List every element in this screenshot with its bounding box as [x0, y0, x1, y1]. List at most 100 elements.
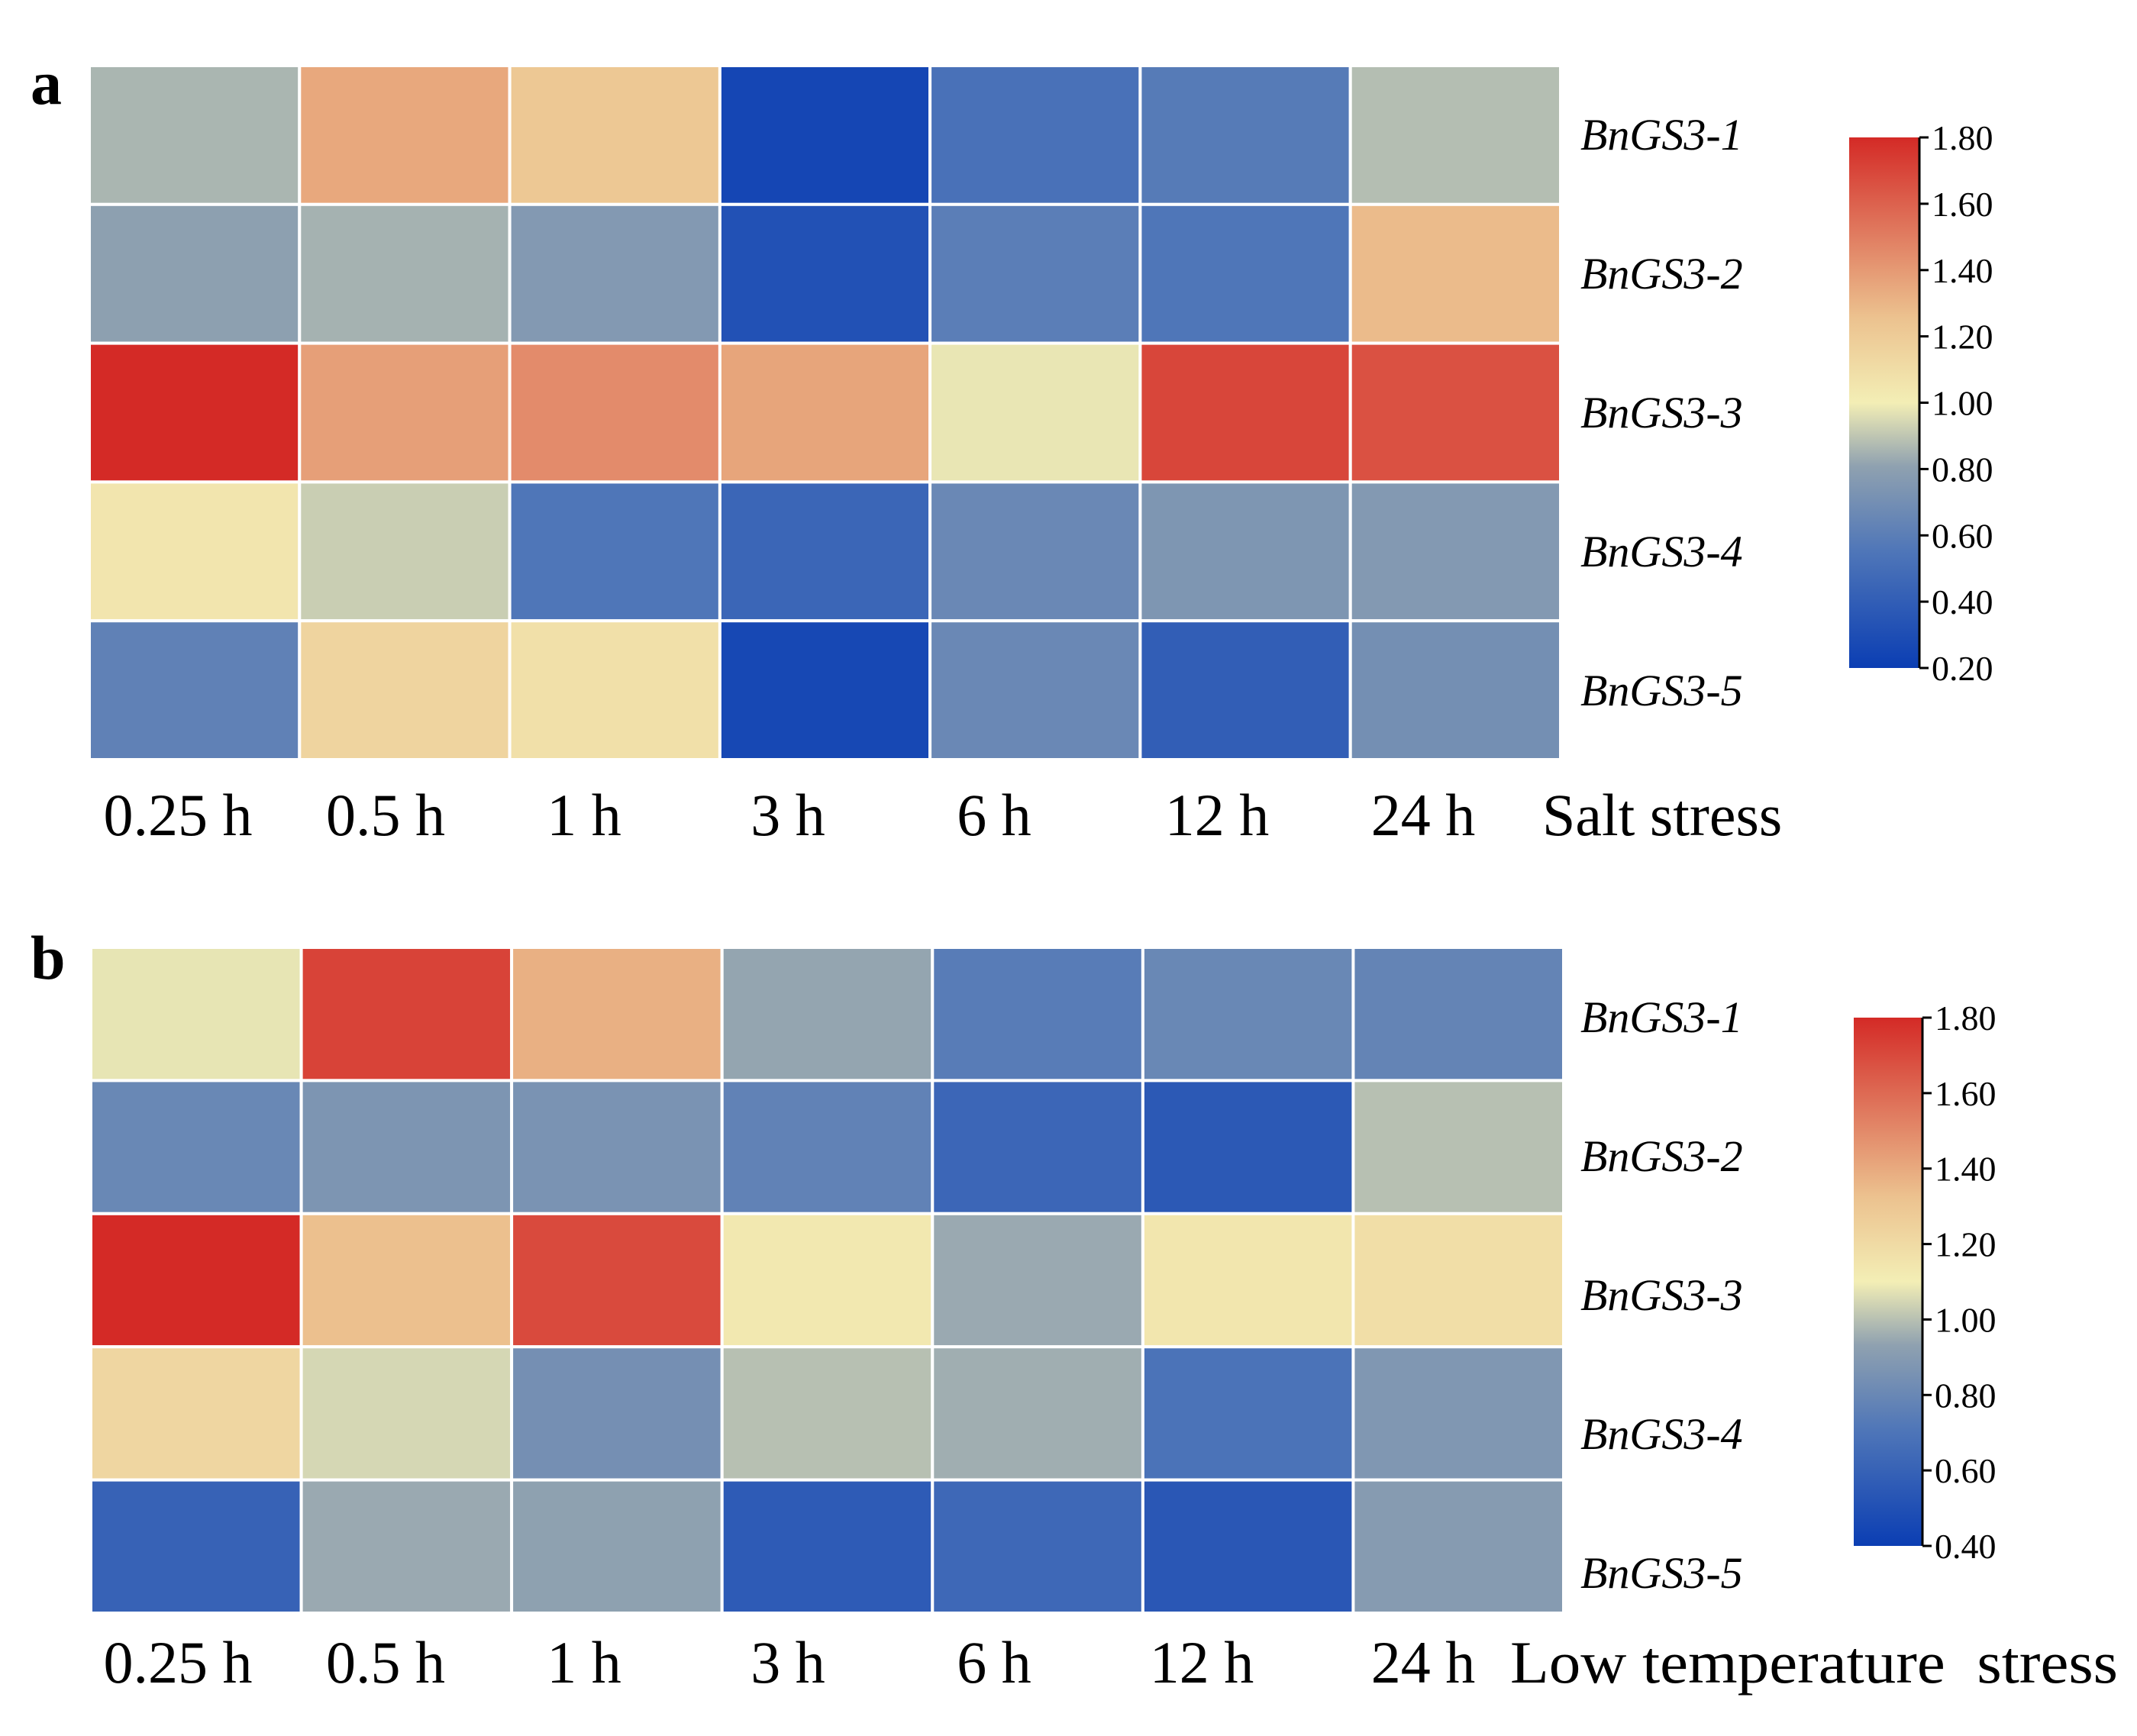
heatmap-cell [510, 1079, 724, 1215]
row-label: BnGS3-5 [1580, 1548, 1743, 1598]
heatmap-cell [720, 1345, 935, 1482]
column-label: 1 h [547, 782, 621, 848]
heatmap-cell [718, 341, 932, 484]
heatmap-cell [89, 1079, 303, 1215]
heatmap-cell [510, 946, 724, 1083]
x-axis-title-salt: Salt stress [1542, 782, 1782, 848]
colorbar-tick-label: 1.80 [1935, 999, 1997, 1037]
heatmap-cell [298, 480, 512, 623]
heatmap-cell [931, 1079, 1144, 1215]
colorbar-tick-label: 1.00 [1935, 1300, 1997, 1339]
heatmap-cell [931, 1345, 1144, 1482]
heatmap-cell [1351, 1478, 1566, 1615]
heatmap-cell [1141, 1079, 1355, 1215]
heatmap-cell [88, 64, 302, 206]
heatmap-cell [1138, 480, 1352, 623]
heatmap-cell [1141, 1212, 1355, 1349]
heatmap-cell [510, 1345, 724, 1482]
heatmap-cell [89, 1478, 303, 1615]
colorbar-tick-label: 1.60 [1932, 185, 1993, 224]
colorbar-ticks: 1.80 1.60 1.40 1.20 1.00 0.80 0.60 0.40 0.20 [1919, 118, 1993, 688]
row-label: BnGS3-4 [1580, 527, 1743, 576]
heatmap-cell [931, 1478, 1144, 1615]
colorbar-gradient [1854, 1018, 1922, 1546]
colorbar-tick-label: 0.60 [1932, 516, 1993, 555]
heatmap-cell [1351, 1212, 1566, 1349]
heatmap-cell [510, 1478, 724, 1615]
colorbar-salt: 1.80 1.60 1.40 1.20 1.00 0.80 0.60 0.40 0.20 [1849, 118, 1993, 688]
heatmap-cell [1351, 1079, 1566, 1215]
panel-label-b: b [31, 923, 66, 992]
heatmap-cell [298, 341, 512, 484]
heatmap-cell [718, 202, 932, 345]
row-label: BnGS3-1 [1580, 992, 1743, 1042]
heatmap-cell [299, 946, 514, 1083]
heatmap-cell [298, 619, 512, 762]
colorbar-tick-label: 1.40 [1935, 1150, 1997, 1189]
heatmap-cell [1141, 946, 1355, 1083]
heatmap-cell [299, 1079, 514, 1215]
heatmap-cell [88, 480, 302, 623]
column-label: 6 h [957, 782, 1031, 848]
heatmap-cell [508, 202, 721, 345]
heatmap-cell [1141, 1345, 1355, 1482]
heatmap-cell [1141, 1478, 1355, 1615]
column-label: 0.25 h [104, 1629, 253, 1696]
heatmap-cell [1138, 64, 1352, 206]
panel-label-a: a [31, 48, 62, 118]
row-label: BnGS3-1 [1580, 110, 1743, 160]
heatmap-cell [1351, 946, 1566, 1083]
heatmap-cells-low-temperature [89, 946, 1566, 1615]
heatmap-cell [931, 1212, 1144, 1349]
heatmap-cell [299, 1212, 514, 1349]
column-label: 0.5 h [326, 1629, 445, 1696]
heatmap-cell [718, 480, 932, 623]
colorbar-low-temperature: 1.80 1.60 1.40 1.20 1.00 0.80 0.60 0.40 [1854, 999, 1997, 1566]
colorbar-gradient [1849, 137, 1919, 668]
colorbar-ticks: 1.80 1.60 1.40 1.20 1.00 0.80 0.60 0.40 [1922, 999, 1997, 1566]
column-label: 24 h [1371, 1629, 1476, 1696]
heatmap-cell [718, 619, 932, 762]
row-label: BnGS3-5 [1580, 666, 1743, 715]
colorbar-tick-label: 0.80 [1932, 450, 1993, 489]
colorbar-tick-label: 1.60 [1935, 1074, 1997, 1113]
heatmap-cell [1138, 341, 1352, 484]
heatmap-cell [1138, 619, 1352, 762]
salt-stress-heatmap-panel: a BnGS3-1 BnGS3-2 BnGS3-3 BnGS3-4 BnGS3-… [31, 48, 1993, 848]
column-label: 24 h [1371, 782, 1476, 848]
heatmap-cell [298, 64, 512, 206]
heatmap-cell [299, 1345, 514, 1482]
heatmap-cell [89, 946, 303, 1083]
heatmap-cell [508, 480, 721, 623]
column-label: 0.5 h [326, 782, 445, 848]
colorbar-tick-label: 0.20 [1932, 649, 1993, 688]
heatmap-cell [299, 1478, 514, 1615]
colorbar-tick-label: 0.80 [1935, 1376, 1997, 1415]
colorbar-tick-label: 1.00 [1932, 384, 1993, 423]
heatmap-cell [720, 1478, 935, 1615]
colorbar-tick-label: 1.20 [1932, 318, 1993, 357]
heatmap-cell [1348, 619, 1562, 762]
row-labels-salt: BnGS3-1 BnGS3-2 BnGS3-3 BnGS3-4 BnGS3-5 [1580, 110, 1743, 715]
row-label: BnGS3-3 [1580, 388, 1743, 437]
column-label: 1 h [547, 1629, 621, 1696]
column-label: 0.25 h [104, 782, 253, 848]
heatmap-cell [88, 341, 302, 484]
column-label: 3 h [751, 1629, 825, 1696]
heatmap-cell [1348, 64, 1562, 206]
heatmap-cell [1348, 202, 1562, 345]
x-axis-title-low-temperature: Low temperature stress [1510, 1629, 2118, 1696]
heatmap-cell [298, 202, 512, 345]
heatmap-cell [928, 64, 1142, 206]
row-labels-low-temperature: BnGS3-1 BnGS3-2 BnGS3-3 BnGS3-4 BnGS3-5 [1580, 992, 1743, 1598]
row-label: BnGS3-4 [1580, 1409, 1743, 1459]
heatmap-cell [88, 619, 302, 762]
heatmap-cell [1351, 1345, 1566, 1482]
column-label: 3 h [751, 782, 825, 848]
column-label: 6 h [957, 1629, 1031, 1696]
column-labels-low-temperature: 0.25 h 0.5 h 1 h 3 h 6 h 12 h 24 h [104, 1629, 1476, 1696]
colorbar-tick-label: 1.20 [1935, 1225, 1997, 1264]
heatmap-cell [1348, 480, 1562, 623]
colorbar-tick-label: 0.60 [1935, 1451, 1997, 1490]
